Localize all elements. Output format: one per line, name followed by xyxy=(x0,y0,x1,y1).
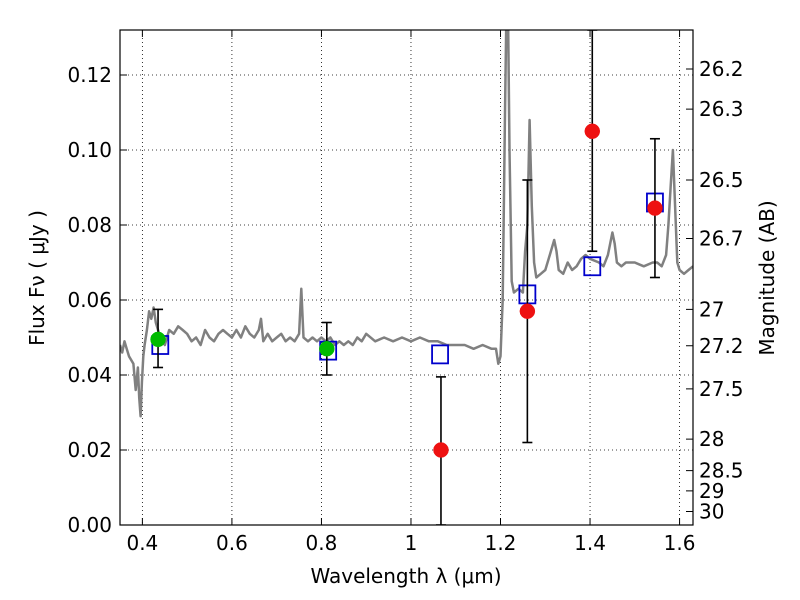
y-tick-label: 0.10 xyxy=(67,138,112,162)
right-tick-label: 26.2 xyxy=(699,57,744,81)
x-tick-label: 1.4 xyxy=(574,531,606,555)
right-tick-label: 29 xyxy=(699,479,724,503)
y-axis-title: Flux Fν ( μJy ) xyxy=(25,210,49,346)
x-tick-label: 0.4 xyxy=(126,531,158,555)
right-tick-label: 26.5 xyxy=(699,168,744,192)
data-point xyxy=(584,123,601,139)
y-tick-label: 0.02 xyxy=(67,438,112,462)
right-tick-label: 27.5 xyxy=(699,377,744,401)
plot-frame xyxy=(119,29,694,526)
right-tick-label: 28 xyxy=(699,427,724,451)
x-tick-label: 1.2 xyxy=(485,531,517,555)
spectrum-line xyxy=(120,30,693,418)
y-tick-label: 0.00 xyxy=(67,513,112,537)
right-tick-label: 27.2 xyxy=(699,334,744,358)
right-axis-title-text: Magnitude (AB) xyxy=(755,200,779,355)
y-tick-label: 0.04 xyxy=(67,363,112,387)
right-tick-label: 30 xyxy=(699,500,724,524)
data-point xyxy=(150,331,166,348)
model-square-marker xyxy=(583,256,602,277)
x-tick-label: 1.6 xyxy=(664,531,696,555)
right-tick-label: 27 xyxy=(699,297,724,321)
plot-area xyxy=(120,30,693,525)
data-point xyxy=(433,442,449,458)
right-tick-label: 26.7 xyxy=(699,227,744,251)
y-axis-title-text: Flux Fν ( μJy ) xyxy=(25,210,49,346)
data-point xyxy=(319,341,335,357)
y-tick-label: 0.06 xyxy=(67,288,112,312)
right-tick-label: 26.3 xyxy=(699,97,744,121)
x-axis-title-text: Wavelength λ (μm) xyxy=(310,564,501,588)
y-tick-label: 0.12 xyxy=(67,63,112,87)
y-tick-label: 0.08 xyxy=(67,213,112,237)
data-point xyxy=(647,200,663,216)
x-tick-label: 0.8 xyxy=(306,531,338,555)
x-tick-label: 0.6 xyxy=(216,531,248,555)
right-axis-title: Magnitude (AB) xyxy=(755,200,779,355)
axis-ticks xyxy=(120,30,693,526)
x-tick-label: 1 xyxy=(405,531,418,555)
x-axis-title: Wavelength λ (μm) xyxy=(310,564,501,588)
data-point xyxy=(519,303,536,319)
grid-lines xyxy=(120,30,693,526)
model-square-marker xyxy=(431,344,449,365)
right-tick-label: 28.5 xyxy=(699,459,744,483)
